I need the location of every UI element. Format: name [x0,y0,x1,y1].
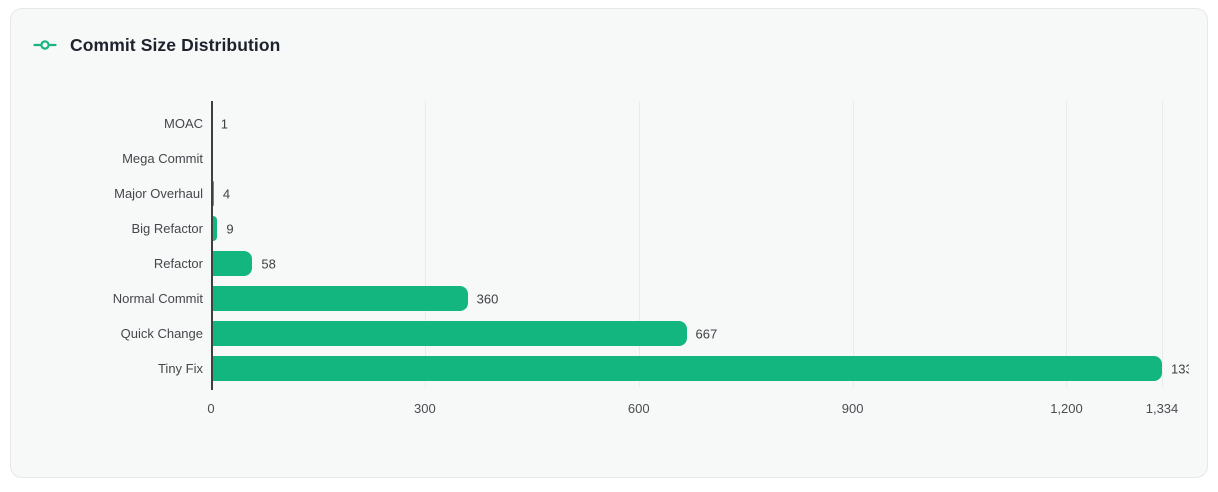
x-tick-label: 0 [207,401,215,416]
bar-row [211,141,1189,176]
bars-container: 1 4 9 58 360 667 1334 [211,101,1189,386]
x-tick-label: 300 [414,401,436,416]
card-header: Commit Size Distribution [11,9,1207,57]
category-label: MOAC [164,116,203,131]
category-axis: MOAC Mega Commit Major Overhaul Big Refacto… [11,101,211,393]
gridline [852,101,854,387]
bar[interactable] [213,356,1162,381]
x-tick-label: 1,200 [1050,401,1083,416]
gridline [1162,101,1163,387]
x-tick-label: 1,334 [1145,401,1179,416]
bar[interactable] [213,216,218,241]
bar-row: 1 [211,106,1189,141]
value-label: 1 [220,116,228,131]
plot-area: 1 4 9 58 360 667 1334 [211,101,1189,393]
bar-row: 9 [211,211,1189,246]
value-label: 360 [476,291,499,306]
y-axis-line [211,101,213,390]
gridline [1066,101,1068,387]
bar-row: 667 [211,316,1189,351]
category-label: Normal Commit [112,291,203,306]
bar[interactable] [213,251,253,276]
category-label: Tiny Fix [157,361,203,376]
value-label: 1334 [1171,361,1189,376]
bar-row: 1334 [211,351,1189,386]
x-axis: 0 300 600 900 1,200 1,334 [207,397,1189,421]
bar[interactable] [213,286,468,311]
chart-title: Commit Size Distribution [70,34,281,55]
value-label: 9 [226,221,234,236]
value-label: 4 [222,186,231,201]
gridline [424,101,426,387]
bar-chart: MOAC Mega Commit Major Overhaul Big Refacto… [11,101,1207,421]
gridline [638,101,640,387]
x-tick-label: 900 [841,401,864,416]
x-tick-label: 600 [627,401,650,416]
bar[interactable] [213,181,214,206]
category-label: Refactor [153,256,203,271]
bar-row: 58 [211,246,1189,281]
commit-size-distribution-card: Commit Size Distribution MOAC Mega Commit… [10,8,1208,478]
category-label: Mega Commit [122,151,203,166]
bar[interactable] [213,321,687,346]
category-label: Major Overhaul [114,186,203,201]
value-label: 667 [695,326,718,341]
category-label: Quick Change [120,326,203,341]
git-commit-icon [33,40,57,50]
category-label: Big Refactor [131,221,203,236]
bar-row: 4 [211,176,1189,211]
bar-row: 360 [211,281,1189,316]
value-label: 58 [261,256,276,271]
